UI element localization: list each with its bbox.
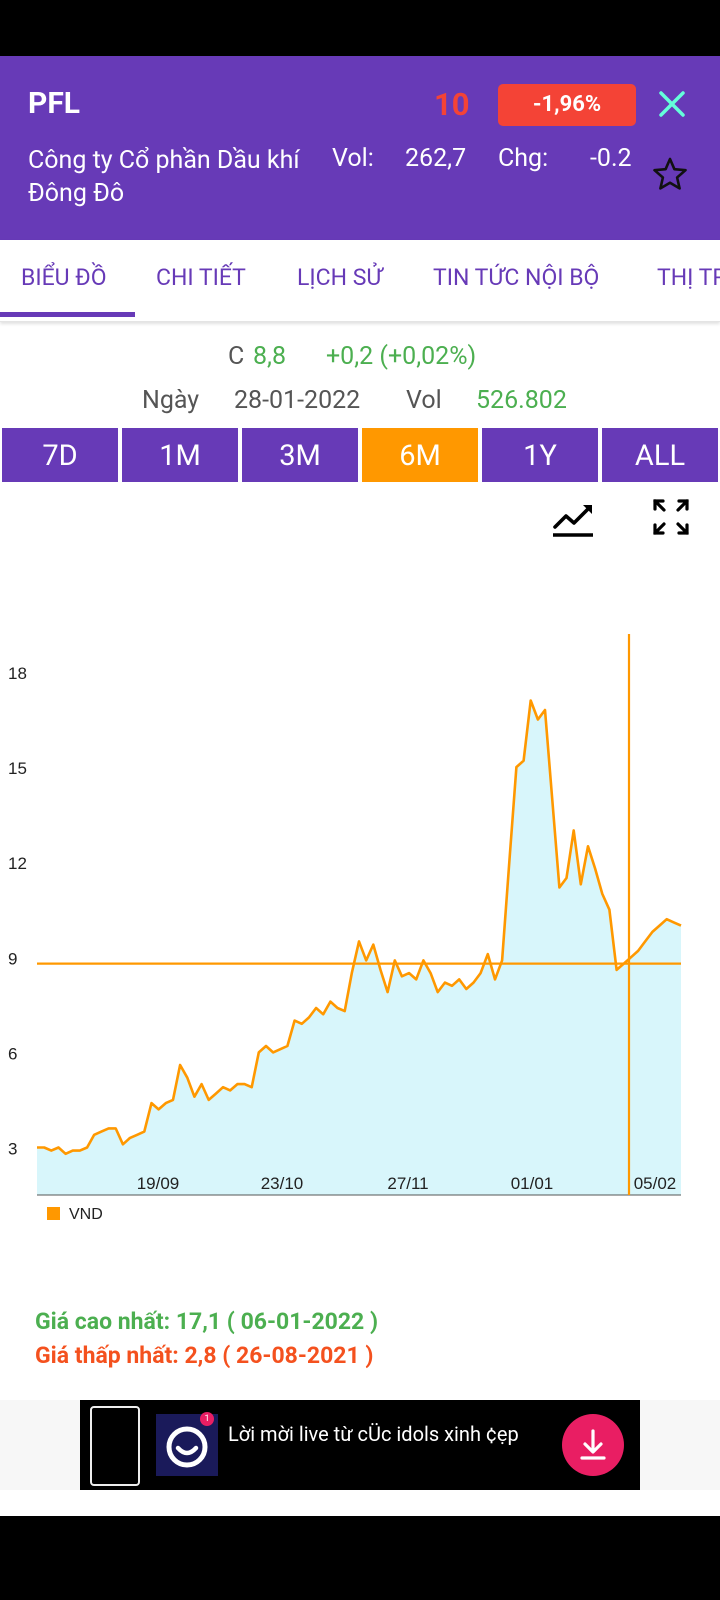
company-name: Công ty Cổ phần Dầu khí Đông Đô	[28, 146, 300, 208]
range-3m-button[interactable]: 3M	[242, 428, 358, 482]
range-7d-button[interactable]: 7D	[2, 428, 118, 482]
trend-chart-icon[interactable]	[550, 500, 596, 540]
ad-phone-image	[90, 1406, 140, 1486]
active-tab-indicator	[0, 312, 135, 317]
range-all-button[interactable]: ALL	[602, 428, 718, 482]
y-tick-label: 12	[8, 854, 27, 873]
close-icon[interactable]	[652, 84, 692, 124]
range-selector: 7D 1M 3M 6M 1Y ALL	[0, 428, 720, 482]
date-volume-row: Ngày 28-01-2022 Vol 526.802	[0, 386, 720, 422]
x-tick-label: 27/11	[387, 1174, 428, 1193]
navigation-bar	[0, 1516, 720, 1600]
close-value: 8,8	[253, 342, 287, 371]
stock-detail-screen: PFL 10 -1,96% Công ty Cổ phần Dầu khí Đô…	[0, 56, 720, 1516]
ad-notification-badge: 1	[200, 1412, 214, 1426]
y-tick-label: 18	[8, 664, 27, 683]
tab-insider-news[interactable]: TIN TỨC NỘI BỘ	[433, 264, 600, 291]
ad-banner[interactable]: 1 Lời mời live từ cÜc idols xinh ¢ẹp	[0, 1400, 720, 1490]
legend-label: VND	[69, 1206, 103, 1223]
date-value: 28-01-2022	[234, 386, 361, 415]
close-label: C	[228, 342, 245, 371]
stock-header: PFL 10 -1,96% Công ty Cổ phần Dầu khí Đô…	[0, 56, 720, 240]
highest-price-text: Giá cao nhất: 17,1 ( 06-01-2022 )	[35, 1308, 379, 1335]
range-1m-button[interactable]: 1M	[122, 428, 238, 482]
stock-symbol: PFL	[28, 86, 81, 121]
close-price-row: C 8,8 +0,2 (+0,02%)	[0, 342, 720, 378]
stock-price: 10	[434, 86, 470, 123]
x-tick-label: 19/09	[137, 1174, 180, 1193]
price-line	[37, 699, 682, 1156]
range-1y-button[interactable]: 1Y	[482, 428, 598, 482]
price-chart[interactable]: 3 6 9 12 15 18 19/09 23/10 27/11 01/01 05/02 VND	[0, 616, 720, 1276]
day-volume-value: 526.802	[476, 386, 567, 415]
range-6m-button[interactable]: 6M	[362, 428, 478, 482]
day-volume-label: Vol	[406, 386, 442, 415]
close-change: +0,2 (+0,02%)	[326, 342, 477, 371]
y-tick-label: 9	[8, 949, 17, 968]
ad-download-button[interactable]	[562, 1414, 624, 1476]
volume-label: Vol:	[332, 144, 374, 173]
change-label: Chg:	[498, 144, 549, 173]
y-tick-label: 15	[8, 759, 27, 778]
x-tick-label: 01/01	[511, 1174, 554, 1193]
download-icon	[580, 1429, 606, 1460]
y-tick-label: 6	[8, 1044, 17, 1063]
lowest-price-text: Giá thấp nhất: 2,8 ( 26-08-2021 )	[35, 1342, 374, 1369]
ad-content[interactable]: 1 Lời mời live từ cÜc idols xinh ¢ẹp	[80, 1400, 640, 1490]
tab-chart[interactable]: BIỂU ĐỒ	[21, 264, 107, 291]
tab-history[interactable]: LỊCH SỬ	[297, 264, 383, 291]
tab-market[interactable]: THỊ TRƯỜNG	[657, 264, 720, 291]
smiley-logo-icon	[166, 1426, 208, 1468]
star-icon[interactable]	[650, 154, 690, 194]
ad-text: Lời mời live từ cÜc idols xinh ¢ẹp	[228, 1422, 519, 1446]
x-tick-label: 23/10	[261, 1174, 304, 1193]
date-label: Ngày	[142, 386, 200, 415]
change-value: -0.2	[590, 144, 632, 173]
y-tick-label: 3	[8, 1139, 17, 1158]
fullscreen-icon[interactable]	[652, 498, 690, 536]
legend-swatch	[47, 1207, 60, 1220]
x-tick-label: 05/02	[634, 1174, 677, 1193]
volume-value: 262,7	[405, 144, 467, 173]
tab-details[interactable]: CHI TIẾT	[156, 264, 246, 291]
change-percent-badge: -1,96%	[498, 84, 636, 126]
status-bar	[0, 0, 720, 56]
price-area	[37, 700, 681, 1195]
tab-bar: BIỂU ĐỒ CHI TIẾT LỊCH SỬ TIN TỨC NỘI BỘ …	[0, 240, 720, 322]
